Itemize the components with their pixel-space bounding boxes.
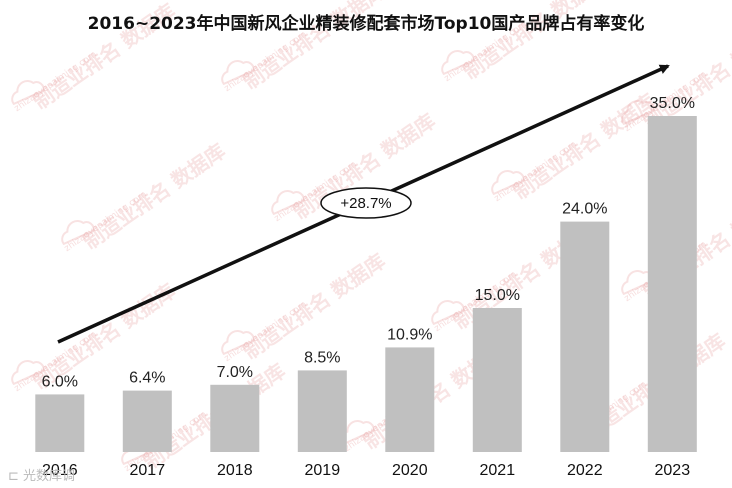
growth-ellipse — [320, 187, 412, 219]
watermark-cloud-icon — [271, 190, 305, 216]
x-tick-label-2021: 2021 — [480, 462, 516, 479]
x-axis: 2016 2017 2018 2019 2020 2021 2022 2023 — [42, 462, 690, 479]
value-label-2022: 24.0% — [562, 201, 607, 218]
bar-2020 — [385, 347, 435, 452]
watermark-cloud-icon — [11, 80, 45, 106]
watermark-cloud-icon — [431, 300, 465, 326]
bar-2016 — [35, 394, 85, 452]
growth-label: +28.7% — [340, 195, 391, 212]
bar-group: 6.0% 6.4% 7.0% 8.5% 10.9% 15.0% 24.0% 35.0% — [35, 95, 697, 452]
x-tick-label-2018: 2018 — [217, 462, 253, 479]
watermark-cloud-icon — [621, 100, 655, 126]
watermark-cloud-icon — [11, 360, 45, 386]
watermark-text: 制造业排名 数据库 — [459, 0, 610, 84]
x-tick-label-2019: 2019 — [305, 462, 341, 479]
bar-2018 — [210, 384, 260, 452]
value-label-2023: 35.0% — [650, 95, 695, 112]
watermark-text: 制造业排名 数据库 — [239, 249, 390, 364]
value-label-2020: 10.9% — [387, 326, 432, 343]
chart-title: 2016~2023年中国新风企业精装修配套市场Top10国产品牌占有率变化 — [88, 13, 645, 34]
watermark-cloud-icon — [221, 330, 255, 356]
corner-mark: ⊏ 光数库调 — [8, 468, 75, 484]
value-label-2019: 8.5% — [304, 349, 340, 366]
watermark-text: 制造业排名 数据库 — [79, 139, 230, 254]
watermark-text: 制造业排名 数据库 — [509, 89, 660, 204]
x-tick-label-2017: 2017 — [130, 462, 166, 479]
watermark-cloud-icon — [491, 170, 525, 196]
bar-2017 — [122, 390, 172, 452]
bar-2019 — [297, 370, 347, 452]
watermark-cloud-icon — [221, 60, 255, 86]
x-tick-label-2022: 2022 — [567, 462, 603, 479]
x-tick-label-2020: 2020 — [392, 462, 428, 479]
value-label-2017: 6.4% — [129, 370, 165, 387]
trend-annotation: +28.7% — [57, 64, 670, 344]
value-label-2016: 6.0% — [42, 373, 78, 390]
x-tick-label-2023: 2023 — [655, 462, 691, 479]
x-tick-label-2016: 2016 — [42, 462, 78, 479]
value-label-2018: 7.0% — [217, 364, 253, 381]
bar-2023 — [647, 116, 697, 452]
bar-2022 — [560, 221, 610, 452]
watermark-cloud-icon — [441, 50, 475, 76]
bar-2021 — [472, 308, 522, 452]
value-label-2021: 15.0% — [475, 287, 520, 304]
watermark-cloud-icon — [61, 220, 95, 246]
